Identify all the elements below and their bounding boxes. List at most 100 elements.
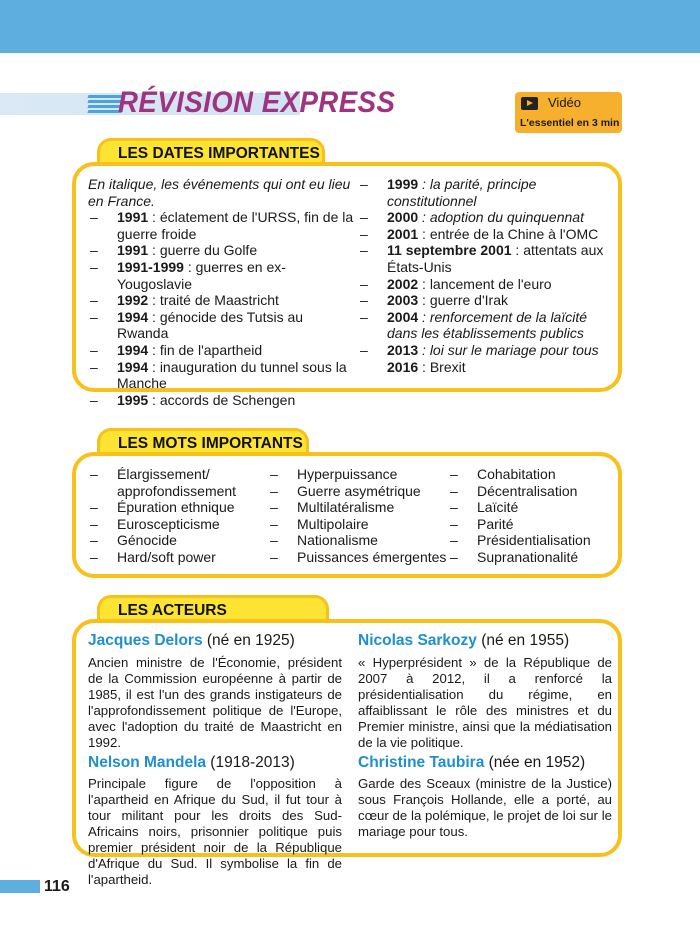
date-year: 2004: [387, 308, 419, 325]
mot-item: Parité: [448, 516, 618, 533]
dates-intro: En italique, les événements qui ont eu l…: [88, 176, 351, 209]
actor-description: Garde des Sceaux (ministre de la Justice…: [358, 776, 612, 840]
page-number: 116: [44, 878, 70, 895]
actor-dates: (né en 1925): [202, 632, 295, 649]
date-event: : accords de Schengen: [148, 391, 296, 408]
date-year: 1991: [117, 209, 149, 226]
actor-name: Nelson Mandela: [88, 753, 206, 771]
date-item: 11 septembre 2001 : attentats aux États-…: [358, 242, 620, 275]
date-item: 2013 : loi sur le mariage pour tous: [358, 342, 620, 359]
acteurs-right-column: Nicolas Sarkozy (né en 1955) « Hyperprési…: [358, 632, 612, 843]
date-item: 1992 : traité de Maastricht: [88, 292, 358, 309]
date-item: 1991-1999 : guerres en ex-Yougoslavie: [88, 259, 358, 292]
dates-box: En italique, les événements qui ont eu l…: [72, 162, 622, 408]
date-year: 2002: [387, 275, 419, 292]
actor-name: Nicolas Sarkozy: [358, 632, 477, 649]
date-item: 1999 : la parité, principe constitutionn…: [358, 176, 620, 209]
actor-dates: (1918-2013): [206, 753, 295, 771]
date-year: 1991-1999: [117, 258, 184, 275]
date-item: 1994 : inauguration du tunnel sous la Ma…: [88, 359, 358, 392]
date-year: 2016: [387, 358, 419, 375]
date-year: 1994: [117, 358, 149, 375]
mots-box: Élargissement/ approfondissementÉpuratio…: [72, 452, 622, 578]
actor-heading: Nicolas Sarkozy (né en 1955): [358, 632, 612, 650]
actor-name: Jacques Delors: [88, 632, 203, 649]
video-subtitle: L'essentiel en 3 min: [520, 117, 620, 129]
date-event: : guerres en ex-Yougoslavie: [117, 258, 286, 292]
date-item: 2002 : lancement de l'euro: [358, 276, 620, 293]
date-year: 1991: [117, 242, 149, 259]
page-number-bar: [0, 880, 40, 893]
date-year: 1995: [117, 391, 149, 408]
mot-item: Hard/soft power: [88, 549, 268, 566]
date-year: 1994: [117, 341, 149, 358]
actor-description: Ancien ministre de l'Économie, président…: [88, 654, 342, 750]
date-year: 11 septembre 2001: [387, 242, 512, 259]
date-event: : loi sur le mariage pour tous: [418, 341, 599, 358]
date-event: : guerre du Golfe: [148, 242, 258, 259]
title-band: [0, 93, 300, 115]
date-year: 1994: [117, 308, 149, 325]
mot-item: Présidentialisation: [448, 532, 618, 549]
date-event: : entrée de la Chine à l'OMC: [418, 225, 599, 242]
speed-lines-icon: [87, 95, 123, 115]
date-item: 1991 : éclatement de l'URSS, fin de la g…: [88, 209, 358, 242]
mot-item: Supranationalité: [448, 549, 618, 566]
date-item: 1991 : guerre du Golfe: [88, 242, 358, 259]
dates-heading: LES DATES IMPORTANTES: [97, 138, 325, 166]
date-event: : Brexit: [418, 358, 466, 375]
date-item: 2003 : guerre d'Irak: [358, 292, 620, 309]
date-year: 1992: [117, 292, 149, 309]
mots-column: HyperpuissanceGuerre asymétriqueMultilat…: [268, 466, 458, 566]
mot-item: Euroscepticisme: [88, 516, 268, 533]
date-year: 2001: [387, 225, 419, 242]
dates-left-column: En italique, les événements qui ont eu l…: [88, 176, 358, 408]
actor-name: Christine Taubira: [358, 753, 485, 771]
dates-right-column: 1999 : la parité, principe constitutionn…: [358, 176, 620, 375]
page-title: RÉVISION EXPRESS: [118, 86, 396, 119]
date-year: 2000: [387, 209, 419, 226]
date-year: 1999: [387, 176, 419, 192]
date-item: 1994 : génocide des Tutsis au Rwanda: [88, 309, 358, 342]
actor-dates: (née en 1952): [484, 753, 586, 771]
date-item: 2000 : adoption du quinquennat: [358, 209, 620, 226]
date-year: 2003: [387, 292, 419, 309]
acteurs-left-column: Jacques Delors (né en 1925) Ancien minist…: [88, 632, 342, 891]
mot-item: Élargissement/ approfondissement: [88, 466, 268, 499]
mot-item: Hyperpuissance: [268, 466, 458, 483]
mot-item: Multipolaire: [268, 516, 458, 533]
actor-heading: Nelson Mandela (1918-2013): [88, 754, 342, 772]
date-event: : éclatement de l'URSS, fin de la guerre…: [117, 209, 354, 242]
date-item: 2004 : renforcement de la laïcité dans l…: [358, 309, 620, 342]
mots-column: Élargissement/ approfondissementÉpuratio…: [88, 466, 268, 566]
mot-item: Cohabitation: [448, 466, 618, 483]
top-bar: [0, 0, 700, 53]
actor-heading: Christine Taubira (née en 1952): [358, 754, 612, 772]
date-item: 2016 : Brexit: [358, 359, 620, 376]
date-event: : génocide des Tutsis au Rwanda: [117, 308, 304, 342]
actor-heading: Jacques Delors (né en 1925): [88, 632, 342, 650]
mot-item: Épuration ethnique: [88, 499, 268, 516]
date-event: : guerre d'Irak: [418, 292, 508, 309]
acteurs-box: Jacques Delors (né en 1925) Ancien minist…: [72, 619, 622, 887]
actor-description: « Hyperprésident » de la République de 2…: [358, 654, 612, 750]
actor-dates: (né en 1955): [476, 632, 570, 649]
date-event: : traité de Maastricht: [148, 292, 279, 309]
mots-column: CohabitationDécentralisationLaïcitéParit…: [448, 466, 618, 566]
mots-heading: LES MOTS IMPORTANTS: [97, 428, 309, 456]
date-event: : lancement de l'euro: [418, 275, 552, 292]
actor-description: Principale figure de l'opposition à l'ap…: [88, 776, 342, 888]
mot-item: Nationalisme: [268, 532, 458, 549]
mot-item: Génocide: [88, 532, 268, 549]
date-event: : la parité, principe constitutionnel: [387, 176, 537, 209]
date-event: : attentats aux États-Unis: [387, 242, 604, 275]
video-label: Vidéo: [548, 95, 582, 110]
date-item: 1994 : fin de l'apartheid: [88, 342, 358, 359]
mot-item: Multilatéralisme: [268, 499, 458, 516]
mot-item: Laïcité: [448, 499, 618, 516]
mot-item: Décentralisation: [448, 483, 618, 500]
video-button[interactable]: Vidéo L'essentiel en 3 min: [515, 92, 622, 133]
date-year: 2013: [387, 341, 419, 358]
date-event: : renforcement de la laïcité dans les ét…: [387, 308, 588, 342]
date-item: 1995 : accords de Schengen: [88, 392, 358, 409]
